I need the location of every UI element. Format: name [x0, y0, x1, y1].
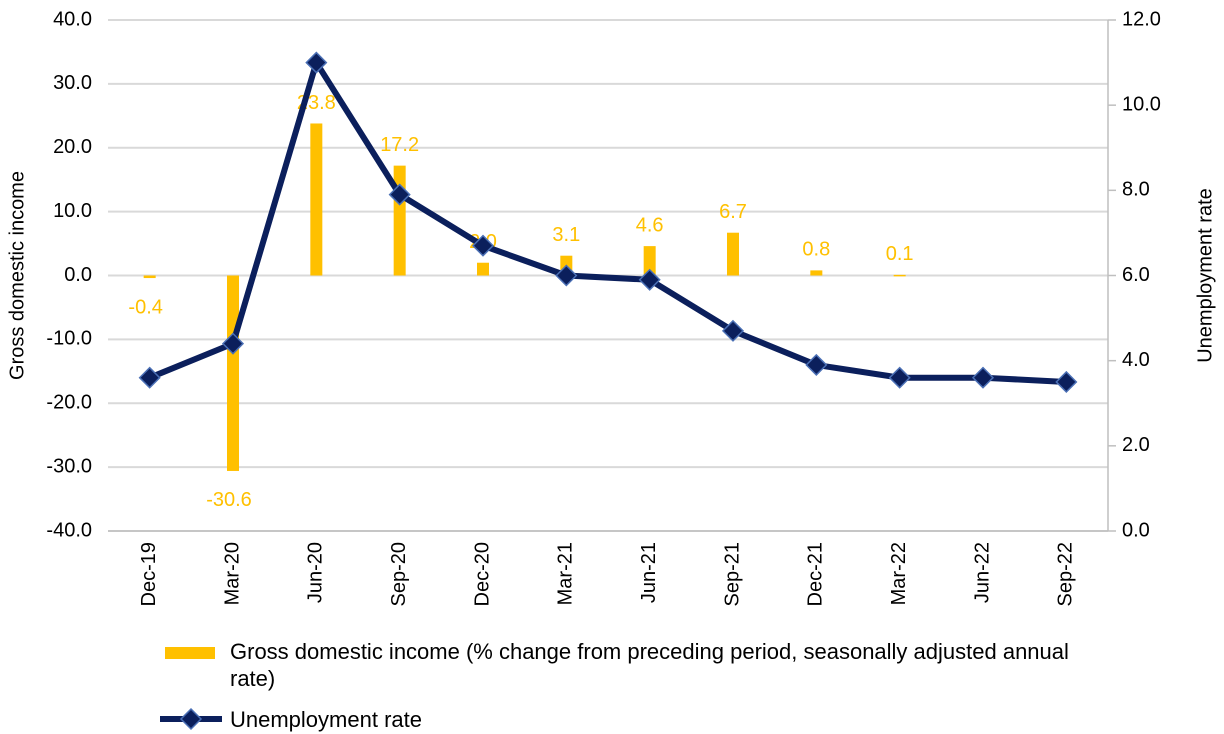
bar: [893, 274, 906, 277]
marker: [471, 234, 495, 257]
legend-swatch: [179, 707, 203, 731]
marker: [1055, 370, 1078, 394]
marker: [221, 332, 245, 355]
bar: [143, 275, 156, 279]
bar: [643, 246, 656, 276]
data-label: 0.8: [802, 239, 830, 261]
marker: [555, 264, 578, 287]
data-label: -0.4: [128, 296, 162, 318]
marker: [305, 51, 328, 74]
x-tick-label: Dec-20: [471, 542, 493, 606]
marker: [805, 353, 828, 376]
y-tick-label: 0.0: [64, 264, 92, 286]
marker: [388, 183, 411, 206]
data-label: 6.7: [719, 201, 747, 223]
data-label: 4.6: [636, 214, 664, 236]
marker: [721, 319, 745, 342]
y2-tick-label: 0.0: [1122, 519, 1150, 541]
marker: [138, 366, 161, 389]
y2-tick-label: 8.0: [1122, 179, 1150, 201]
y-tick-label: -20.0: [46, 392, 92, 414]
bar: [393, 165, 406, 276]
bar: [227, 275, 239, 471]
data-label: 3.1: [552, 224, 580, 246]
x-tick-label: Sep-22: [1055, 542, 1077, 607]
marker: [638, 268, 661, 291]
x-tick-label: Mar-20: [221, 542, 243, 605]
x-tick-label: Jun-20: [305, 542, 327, 603]
marker: [971, 366, 995, 389]
y-tick-label: 10.0: [53, 200, 92, 222]
bar: [810, 270, 823, 276]
y-tick-label: 20.0: [53, 136, 92, 158]
y2-axis-title: Unemployment rate: [1194, 188, 1216, 363]
legend-label: Unemployment rate: [230, 707, 422, 732]
x-tick-label: Dec-21: [805, 542, 827, 606]
y-axis-title: Gross domestic income: [6, 171, 28, 380]
x-tick-label: Jun-22: [971, 542, 993, 603]
y-tick-label: 40.0: [53, 8, 92, 30]
y2-tick-label: 2.0: [1122, 434, 1150, 456]
y2-tick-label: 4.0: [1122, 349, 1150, 371]
y-tick-label: 30.0: [53, 72, 92, 94]
legend-label: Gross domestic income (% change from pre…: [230, 639, 1069, 691]
bar: [477, 262, 489, 276]
marker: [888, 366, 911, 389]
y-tick-label: -40.0: [46, 519, 92, 541]
y2-tick-label: 6.0: [1122, 264, 1150, 286]
y2-tick-label: 12.0: [1122, 8, 1161, 30]
x-tick-label: Mar-21: [555, 542, 577, 605]
data-label: 17.2: [380, 134, 419, 156]
x-tick-label: Jun-21: [638, 542, 660, 603]
bar: [727, 232, 739, 276]
data-label: -30.6: [206, 489, 252, 511]
y-tick-label: -30.0: [46, 455, 92, 477]
legend-swatch: [165, 647, 215, 659]
data-label: 0.1: [886, 243, 914, 265]
y-tick-label: -10.0: [46, 328, 92, 350]
x-tick-label: Sep-20: [388, 542, 410, 607]
y2-tick-label: 10.0: [1122, 93, 1161, 115]
bar: [310, 123, 323, 276]
line: [148, 59, 1067, 385]
x-tick-label: Mar-22: [888, 542, 910, 605]
x-tick-label: Sep-21: [721, 542, 743, 607]
x-tick-label: Dec-19: [138, 542, 160, 606]
